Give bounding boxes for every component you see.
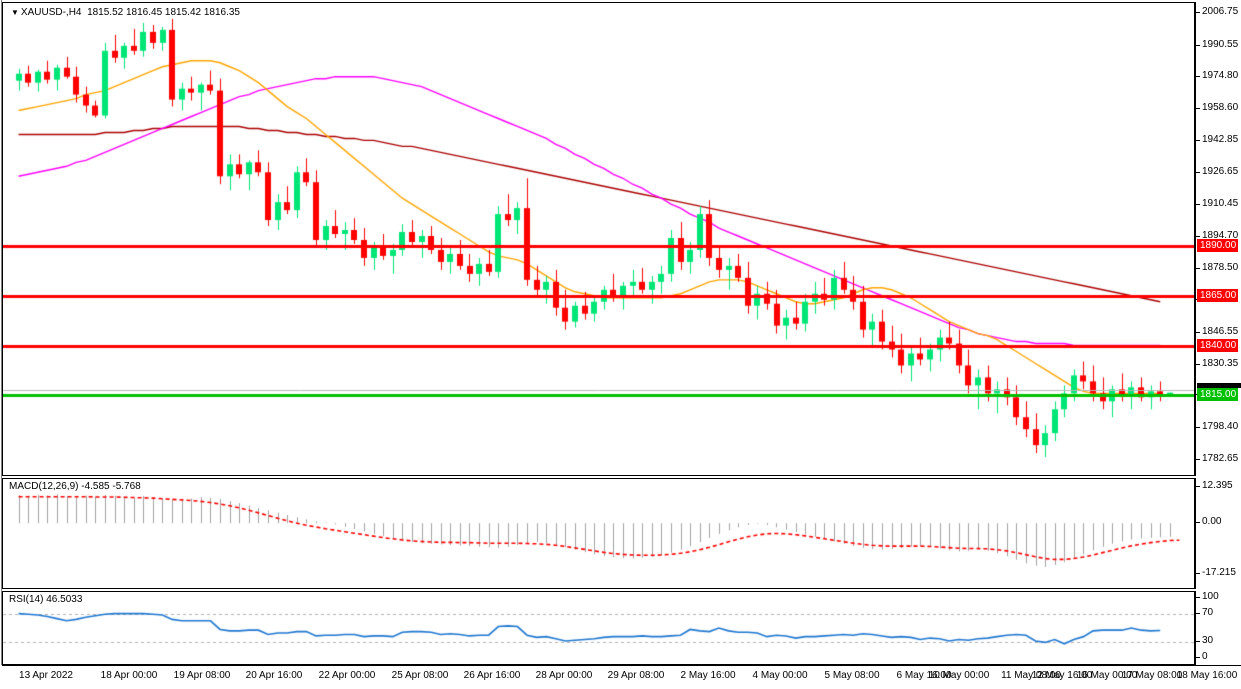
price-scale-tick (1196, 108, 1200, 109)
price-tag-1840[interactable]: 1840.00 (1197, 339, 1239, 352)
bid-marker (1197, 383, 1241, 388)
rsi-label: RSI(14) 46.5033 (9, 594, 83, 605)
left-gutter (0, 0, 2, 665)
macd-scale-label: -17.215 (1202, 567, 1236, 578)
time-axis-label: 20 Apr 16:00 (245, 670, 303, 681)
macd-pane[interactable]: MACD(12,26,9) -4.585 -5.768 (2, 478, 1195, 589)
price-scale-label: 1782.65 (1202, 453, 1239, 464)
time-axis-label: 18 May 16:00 (1176, 670, 1238, 681)
time-axis-label: 25 Apr 08:00 (391, 670, 449, 681)
time-axis-label: 4 May 00:00 (752, 670, 808, 681)
price-chart-pane[interactable]: ▼ XAUUSD-,H4 1815.52 1816.45 1815.42 1816… (2, 2, 1195, 476)
time-axis-label: 26 Apr 16:00 (463, 670, 521, 681)
price-scale-label: 1958.60 (1202, 102, 1239, 113)
price-scale-tick (1196, 364, 1200, 365)
price-scale-tick (1196, 140, 1200, 141)
price-scale-label: 2006.75 (1202, 6, 1239, 17)
time-axis-label: 16 May 00:00 (1076, 670, 1138, 681)
price-scale-label: 1830.35 (1202, 358, 1239, 369)
price-scale-tick (1196, 459, 1200, 460)
rsi-scale-tick (1196, 597, 1200, 598)
price-scale-tick (1196, 12, 1200, 13)
symbol-timeframe-label: XAUUSD-,H4 (20, 7, 82, 18)
time-axis-label: 22 Apr 00:00 (318, 670, 376, 681)
rsi-scale-label: 70 (1202, 607, 1214, 618)
price-scale-label: 1990.55 (1202, 39, 1239, 50)
ohlc-values: 1815.52 1816.45 1815.42 1816.35 (87, 7, 240, 18)
price-scale-label: 1974.80 (1202, 70, 1239, 81)
price-scale[interactable]: 2006.75 1990.55 1974.80 1958.60 1942.85 1926.… (1195, 2, 1241, 476)
price-scale-label: 1798.40 (1202, 421, 1239, 432)
time-axis-label: 2 May 16:00 (680, 670, 736, 681)
price-tag-1865[interactable]: 1865.00 (1197, 289, 1239, 302)
price-scale-label: 1878.50 (1202, 262, 1239, 273)
rsi-scale-label: 30 (1202, 635, 1214, 646)
chart-header: ▼ XAUUSD-,H4 1815.52 1816.45 1815.42 1816… (11, 7, 240, 18)
time-axis-label: 6 May 16:00 (896, 670, 952, 681)
macd-scale-tick (1196, 522, 1200, 523)
price-scale-label: 1942.85 (1202, 134, 1239, 145)
time-axis-label: 18 Apr 00:00 (100, 670, 158, 681)
time-axis[interactable]: 13 Apr 2022 18 Apr 00:00 19 Apr 08:00 20 Ap… (2, 665, 1241, 689)
collapse-icon[interactable]: ▼ (11, 8, 19, 17)
macd-scale-label: 0.00 (1202, 516, 1222, 527)
macd-scale-tick (1196, 486, 1200, 487)
price-scale-label: 1910.45 (1202, 198, 1239, 209)
time-axis-label: 19 Apr 08:00 (173, 670, 231, 681)
macd-scale-label: 12.395 (1202, 480, 1233, 491)
price-scale-tick (1196, 236, 1200, 237)
price-scale-label: 1894.70 (1202, 230, 1239, 241)
time-axis-label: 28 Apr 00:00 (535, 670, 593, 681)
price-scale-tick (1196, 427, 1200, 428)
macd-scale[interactable]: 12.395 0.00 -17.215 (1195, 478, 1241, 589)
rsi-scale-label: 0 (1202, 651, 1208, 662)
macd-label: MACD(12,26,9) -4.585 -5.768 (9, 481, 141, 492)
time-axis-label: 10 May 00:00 (928, 670, 990, 681)
rsi-pane[interactable]: RSI(14) 46.5033 (2, 591, 1195, 665)
price-tag-1815[interactable]: 1815.00 (1197, 388, 1239, 401)
rsi-scale-tick (1196, 613, 1200, 614)
macd-scale-tick (1196, 573, 1200, 574)
price-scale-label: 1926.65 (1202, 166, 1239, 177)
price-scale-tick (1196, 332, 1200, 333)
price-scale-tick (1196, 76, 1200, 77)
time-axis-label: 29 Apr 08:00 (607, 670, 665, 681)
rsi-scale-tick (1196, 657, 1200, 658)
price-tag-1890[interactable]: 1890.00 (1197, 239, 1239, 252)
macd-canvas[interactable] (3, 479, 1194, 588)
rsi-canvas[interactable] (3, 592, 1194, 664)
time-axis-label: 17 May 08:00 (1121, 670, 1183, 681)
rsi-scale-tick (1196, 641, 1200, 642)
price-scale-label: 1846.55 (1202, 326, 1239, 337)
price-canvas[interactable] (3, 3, 1194, 475)
price-scale-tick (1196, 45, 1200, 46)
price-scale-tick (1196, 172, 1200, 173)
rsi-scale[interactable]: 100 70 30 0 (1195, 591, 1241, 665)
time-axis-label: 13 Apr 2022 (19, 670, 73, 681)
time-axis-label: 11 May 08:00 (1001, 670, 1061, 681)
price-scale-tick (1196, 204, 1200, 205)
time-axis-label: 5 May 08:00 (824, 670, 880, 681)
rsi-scale-label: 100 (1202, 591, 1219, 602)
price-scale-tick (1196, 268, 1200, 269)
time-axis-label: 12 May 16:00 (1031, 670, 1093, 681)
